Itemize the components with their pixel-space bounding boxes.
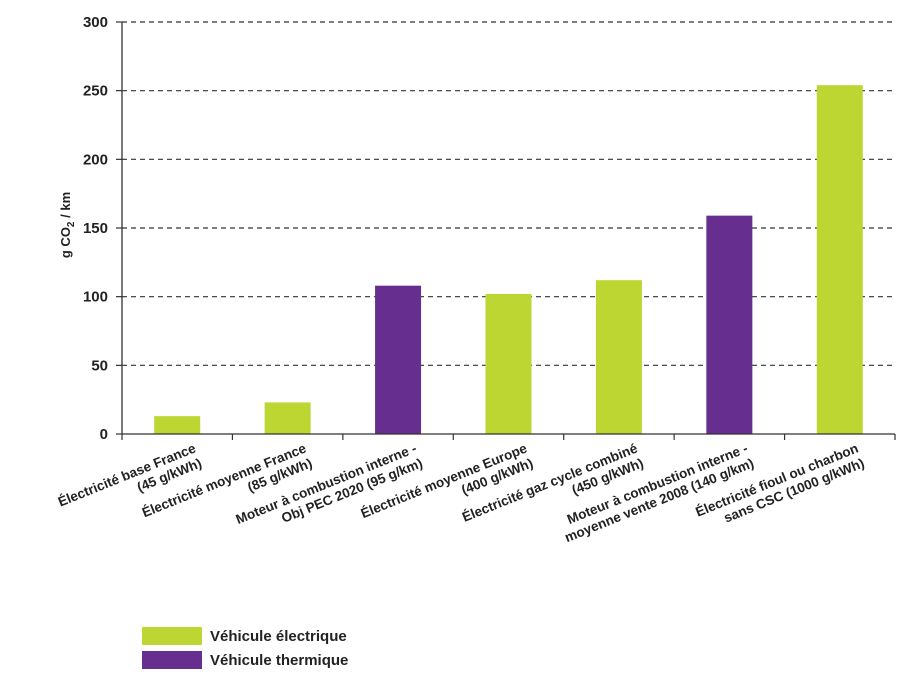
y-tick-labels: 0 50 100 150 200 250 300: [83, 14, 108, 443]
legend-label-electric: Véhicule électrique: [210, 627, 347, 645]
y-tick-label-300: 300: [83, 14, 108, 31]
legend: Véhicule électrique Véhicule thermique: [142, 625, 348, 673]
bars: [154, 85, 863, 434]
bar-2: [264, 402, 311, 434]
y-tick-label-250: 250: [83, 83, 108, 100]
y-tick-label-0: 0: [100, 426, 108, 443]
legend-label-thermal: Véhicule thermique: [210, 651, 349, 669]
y-tick-label-50: 50: [91, 357, 108, 374]
y-tick-label-200: 200: [83, 151, 108, 168]
x-category-labels: Électricité base France(45 g/kWh)Électri…: [56, 440, 867, 545]
legend-swatch-thermal: [142, 651, 202, 669]
bar-7: [816, 85, 863, 434]
axes: [116, 21, 896, 440]
y-axis-label: g CO2 / km: [58, 192, 77, 258]
legend-item-thermal: Véhicule thermique: [142, 649, 348, 671]
legend-item-electric: Véhicule électrique: [142, 625, 348, 647]
y-tick-label-150: 150: [83, 220, 108, 237]
gridlines: [122, 21, 895, 366]
bar-4: [485, 293, 532, 434]
bar-6: [706, 215, 753, 434]
bar-3: [375, 285, 422, 434]
bar-5: [595, 280, 642, 434]
legend-swatch-electric: [142, 627, 202, 645]
bar-1: [154, 416, 201, 434]
y-tick-label-100: 100: [83, 289, 108, 306]
x-category-label-1: Électricité base France(45 g/kWh): [56, 440, 204, 509]
